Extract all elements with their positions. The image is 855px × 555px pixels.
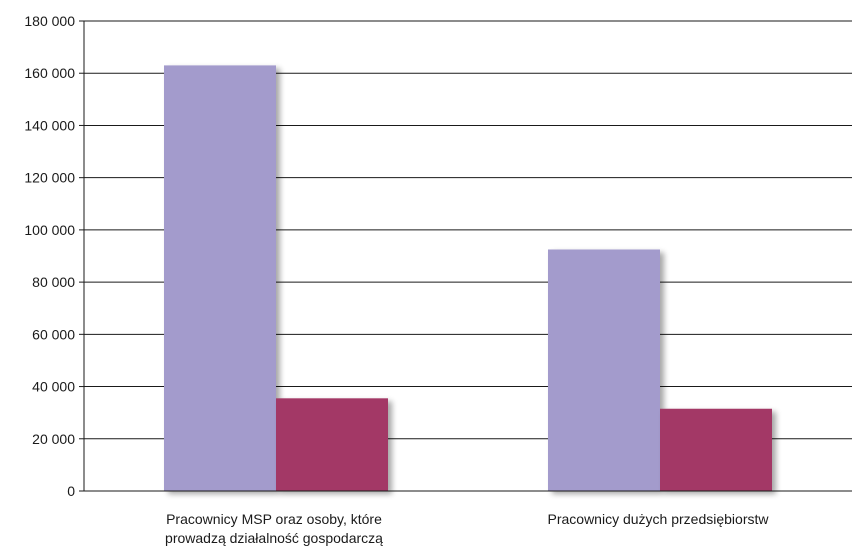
y-tick-label: 140 000: [24, 117, 75, 133]
x-category-label: prowadzą działalność gospodarczą: [165, 530, 383, 546]
bar-series2-cat2: [660, 408, 772, 491]
y-tick-label: 20 000: [32, 431, 75, 447]
y-tick-label: 40 000: [32, 379, 75, 395]
y-tick-label: 60 000: [32, 326, 75, 342]
y-tick-label: 80 000: [32, 274, 75, 290]
bar-series1-cat2: [548, 249, 660, 491]
y-tick-label: 100 000: [24, 222, 75, 238]
y-tick-label: 0: [67, 483, 75, 499]
bars: [164, 65, 772, 491]
bar-series1-cat1: [164, 65, 276, 491]
y-tick-label: 180 000: [24, 13, 75, 29]
labels: 0 20 000 40 000 60 000 80 000 100 000 120 000 1…: [24, 13, 769, 546]
axes: [79, 20, 852, 492]
y-tick-label: 120 000: [24, 170, 75, 186]
y-tick-label: 160 000: [24, 65, 75, 81]
x-category-label: Pracownicy dużych przedsiębiorstw: [548, 511, 770, 527]
bar-series2-cat1: [276, 398, 388, 491]
x-category-label: Pracownicy MSP oraz osoby, które: [166, 511, 382, 527]
